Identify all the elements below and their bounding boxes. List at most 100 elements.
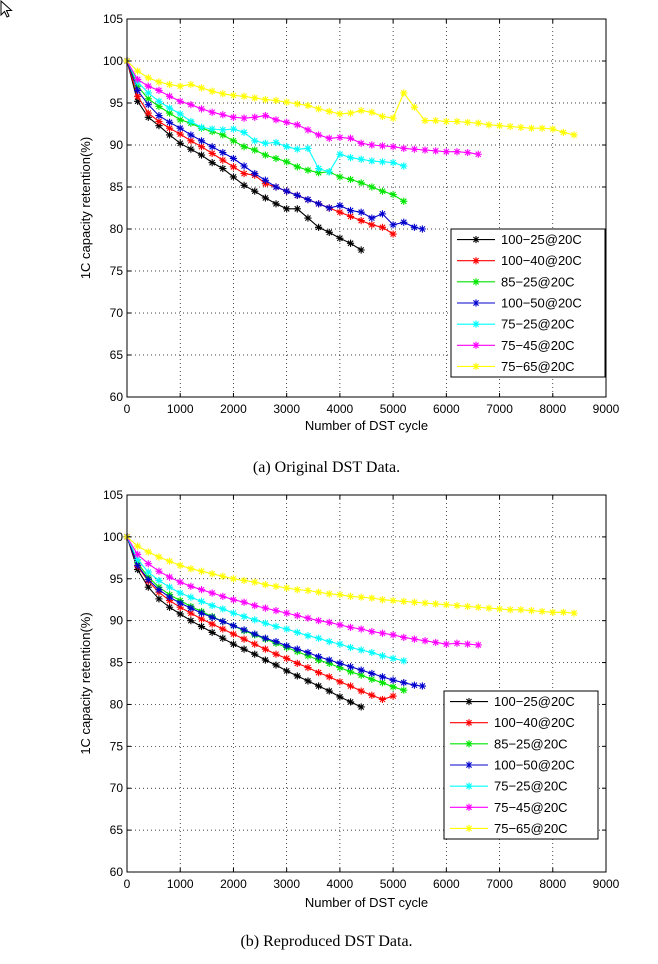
- data-point: [293, 612, 301, 620]
- data-point: [155, 576, 163, 585]
- data-point: [240, 612, 248, 621]
- data-point: [378, 210, 387, 218]
- data-point: [378, 158, 387, 166]
- data-point: [293, 100, 301, 108]
- legend-swatch-marker: [472, 320, 480, 328]
- data-point: [144, 109, 152, 117]
- data-point: [400, 144, 408, 152]
- legend-label: 100−25@20C: [501, 232, 582, 247]
- data-point: [400, 218, 408, 226]
- legend-label: 85−25@20C: [501, 274, 575, 289]
- data-point: [346, 154, 355, 162]
- data-point: [272, 116, 280, 124]
- data-point: [357, 593, 365, 601]
- data-point: [527, 124, 536, 132]
- legend-item: 85−25@20C: [457, 274, 575, 289]
- data-point: [197, 105, 206, 113]
- data-point: [325, 638, 333, 646]
- data-point: [527, 607, 536, 615]
- legend: 100−25@20C 100−40@20C 85−25@20C 100−50@20C 7…: [450, 228, 606, 378]
- legend-swatch-marker: [465, 803, 473, 811]
- data-point: [304, 166, 312, 174]
- x-tick-label: 6000: [433, 402, 460, 416]
- data-point: [144, 560, 152, 568]
- data-point: [400, 197, 408, 205]
- data-point: [197, 597, 206, 605]
- legend-swatch-marker: [465, 740, 473, 748]
- data-point: [187, 565, 195, 573]
- data-point: [400, 597, 408, 605]
- data-point: [357, 625, 365, 633]
- data-point: [261, 619, 269, 627]
- data-point: [336, 133, 344, 142]
- data-point: [304, 677, 312, 685]
- data-point: [261, 96, 269, 104]
- data-point: [346, 206, 355, 215]
- data-point: [134, 97, 142, 105]
- data-point: [251, 650, 259, 658]
- data-point: [261, 151, 269, 159]
- data-point: [378, 596, 387, 604]
- y-tick-label: 65: [110, 348, 124, 362]
- data-point: [357, 687, 365, 695]
- data-point: [485, 604, 493, 612]
- data-point: [155, 102, 163, 110]
- data-point: [229, 91, 238, 100]
- data-point: [208, 125, 216, 133]
- data-point: [293, 121, 301, 129]
- data-point: [229, 125, 238, 133]
- legend-item: 100−40@20C: [450, 715, 575, 730]
- legend-item: 75−45@20C: [450, 800, 568, 815]
- data-point: [283, 187, 291, 195]
- data-point: [176, 561, 184, 569]
- data-point: [187, 117, 195, 126]
- data-point: [165, 557, 174, 565]
- data-point: [134, 555, 142, 564]
- data-point: [283, 625, 291, 633]
- data-point: [336, 678, 344, 686]
- series-0: [123, 533, 365, 711]
- data-point: [368, 221, 376, 229]
- data-point: [165, 583, 174, 591]
- data-point: [368, 669, 376, 678]
- data-point: [197, 151, 206, 159]
- data-point: [336, 110, 344, 118]
- data-point: [421, 599, 429, 607]
- data-point: [240, 626, 248, 634]
- data-point: [272, 607, 280, 615]
- legend-label: 75−25@20C: [501, 317, 575, 332]
- data-point: [442, 117, 450, 126]
- data-point: [251, 601, 259, 610]
- data-point: [165, 118, 174, 126]
- data-point: [549, 608, 557, 616]
- data-point: [442, 148, 450, 156]
- legend-swatch-marker: [472, 278, 480, 286]
- data-point: [165, 109, 174, 117]
- data-point: [410, 145, 418, 153]
- data-point: [410, 635, 418, 643]
- data-point: [219, 148, 227, 157]
- x-tick-label: 9000: [593, 402, 620, 416]
- legend-label: 75−65@20C: [501, 359, 575, 374]
- data-point: [197, 137, 206, 145]
- data-point: [176, 578, 184, 586]
- data-point: [261, 604, 269, 612]
- x-tick-label: 6000: [433, 877, 460, 891]
- data-point: [176, 130, 184, 138]
- data-point: [336, 640, 344, 648]
- legend-swatch-marker: [465, 761, 473, 769]
- data-point: [208, 143, 216, 151]
- y-axis-label: 1C capacity retention(%): [78, 612, 93, 754]
- data-point: [187, 145, 195, 153]
- legend-label: 100−40@20C: [501, 253, 582, 268]
- data-point: [240, 576, 248, 585]
- data-point: [251, 94, 259, 102]
- data-point: [357, 106, 365, 115]
- legend-swatch-marker: [472, 299, 480, 307]
- data-point: [208, 570, 216, 578]
- data-point: [144, 95, 152, 103]
- data-point: [155, 97, 163, 105]
- x-tick-label: 2000: [220, 402, 247, 416]
- data-point: [176, 110, 184, 118]
- data-point: [400, 89, 408, 97]
